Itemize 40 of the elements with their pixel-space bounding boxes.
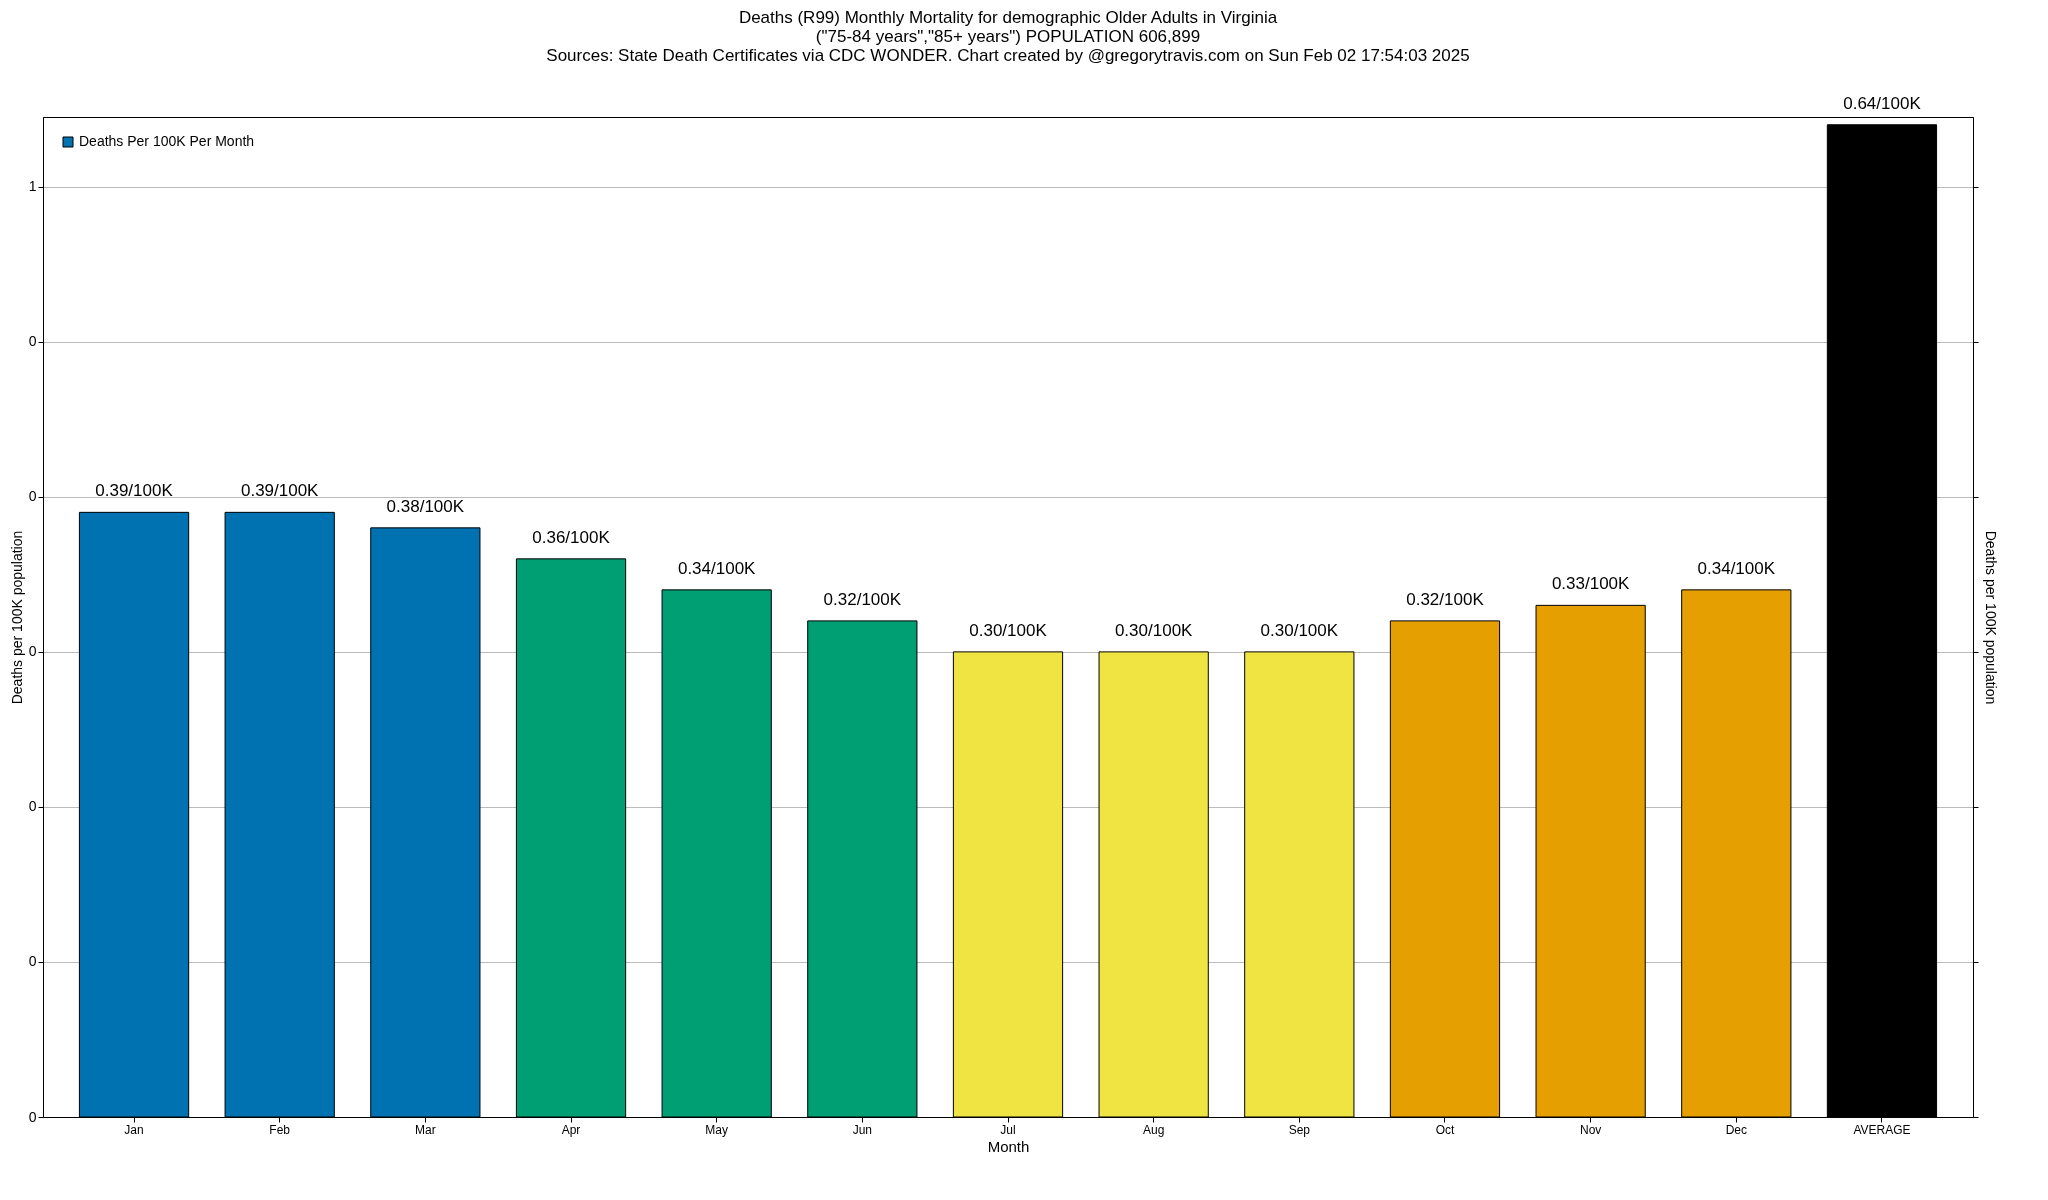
text: 0.32/100K (1406, 589, 1484, 609)
text: 0.32/100K (823, 589, 902, 609)
x-axis-title: Month (987, 1137, 1030, 1155)
source-note: Sources: State Death Certificates via CDC WONDER. Chart created by @gregorytravis.com on Sun Feb 02 17:54:03 2025 (546, 45, 1470, 65)
text: 0.34/100K (1697, 558, 1776, 578)
y-tick-label: 0 (28, 953, 37, 970)
x-tick-label: AVERAGE (1853, 1122, 1911, 1137)
y-tick-label: 0 (28, 488, 37, 505)
x-tick-label: Oct (1435, 1122, 1455, 1137)
x-tick-label: Nov (1579, 1122, 1602, 1137)
chart-title: Deaths (R99) Monthly Mortality for demographic Older Adults in Virginia (738, 7, 1278, 27)
x-tick-label: Sep (1288, 1122, 1311, 1137)
x-tick-label: Aug (1142, 1122, 1165, 1137)
y-tick-label: 0 (28, 643, 37, 660)
y2-axis-title: Deaths per 100K population (1983, 530, 1999, 705)
text: 0.34/100K (677, 558, 756, 578)
x-tick-label: Feb (269, 1122, 291, 1137)
text: 0.30/100K (1114, 620, 1193, 640)
text: 0.39/100K (95, 481, 173, 501)
text: 0.38/100K (386, 496, 465, 516)
x-tick-label: Apr (561, 1122, 581, 1137)
y-tick-label: 1 (28, 178, 37, 195)
x-tick-label: May (705, 1122, 729, 1137)
text: 0.36/100K (532, 527, 610, 547)
text: 0.30/100K (1260, 620, 1339, 640)
y-tick-label: 0 (28, 798, 37, 815)
x-tick-label: Jun (852, 1122, 873, 1137)
chart-subtitle: ("75-84 years","85+ years") POPULATION 606,899 (815, 26, 1201, 46)
text: 0.64/100K (1843, 93, 1921, 113)
x-tick-label: Jan (124, 1122, 144, 1137)
x-tick-label: Mar (415, 1122, 436, 1137)
y-tick-label: 0 (28, 1108, 37, 1125)
text: 0.33/100K (1551, 574, 1630, 594)
y-axis-title: Deaths per 100K population (8, 530, 25, 705)
text: 0.39/100K (240, 481, 319, 501)
text: 0.30/100K (969, 620, 1047, 640)
legend-label: Deaths Per 100K Per Month (79, 133, 255, 149)
x-tick-label: Jul (1000, 1122, 1016, 1137)
x-tick-label: Dec (1725, 1122, 1747, 1137)
y-tick-label: 0 (28, 333, 37, 350)
